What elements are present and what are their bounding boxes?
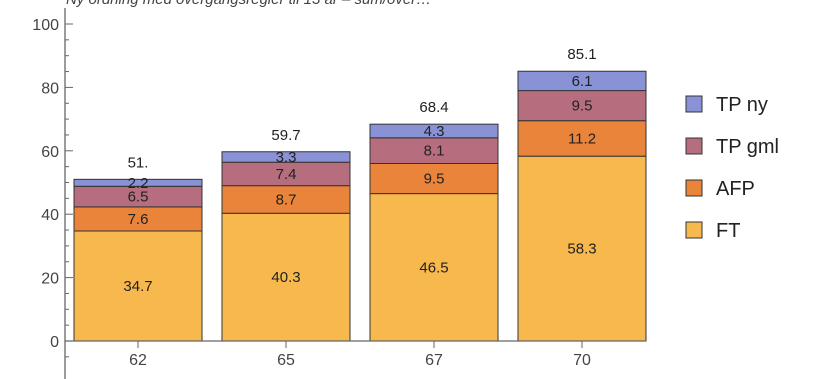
label-layer: 34.7 7.6 6.52.2 51. 40.3 8.7 7.43.3 59.7 46.5 9.5… [123,46,596,295]
segment-value-label: 40.3 [271,269,300,286]
legend-label: TP ny [716,94,768,116]
segment-value-label: 9.5 [572,98,593,115]
x-tick-label: 67 [425,352,443,369]
bar-segment-tp-gml [517,90,647,122]
segment-value-label: 2.2 [128,175,149,192]
bar-segment-afp [369,162,499,195]
bar-segment-tp-ny [73,178,203,187]
x-axis: 62 65 67 70 [65,340,646,369]
bar-segment-tp-ny [221,151,351,163]
legend-label: AFP [716,178,755,200]
x-tick-label: 62 [129,352,147,369]
bar-segment-ft [73,230,203,342]
legend: TP ny TP gml AFP FT [685,94,779,242]
segment-value-label: 34.7 [123,278,152,295]
segment-value-label: 9.5 [424,171,445,188]
bar-segment-tp-ny [369,123,499,139]
legend-swatch-tp-gml [685,137,703,155]
segment-value-label: 3.3 [276,149,297,166]
legend-label: FT [716,220,740,242]
segment-value-label: 11.2 [568,130,596,147]
segment-value-label: 6.1 [572,73,593,90]
legend-swatch-tp-ny [685,95,703,113]
y-tick-label: 100 [32,17,59,34]
bar-segment-ft [221,212,351,342]
y-tick-label: 40 [41,207,59,224]
total-value-label: 68.4 [419,99,448,116]
total-value-label: 85.1 [567,46,596,63]
bar-segment-ft [517,155,647,342]
legend-label: TP gml [716,136,779,158]
bar-segment-tp-ny [517,70,647,92]
segment-value-label: 8.1 [424,143,445,160]
segment-value-label: 6.5 [128,189,149,206]
y-axis: 0 20 40 60 80 100 [32,8,73,379]
bar-segment-ft [369,193,499,342]
y-tick-label: 20 [41,271,59,288]
segment-value-label: 8.7 [276,191,297,208]
x-tick-label: 70 [573,352,591,369]
segment-value-label: 46.5 [419,259,448,276]
y-tick-label: 60 [41,144,59,161]
x-tick-label: 65 [277,352,295,369]
total-value-label: 59.7 [271,127,300,144]
bar-segment-afp [73,206,203,232]
bar-segment-tp-gml [369,137,499,164]
bar-layer [73,70,647,342]
total-value-label: 51. [128,154,149,171]
chart-title: Ny ordning med overgangsregler til 13 år… [66,0,431,8]
y-tick-label: 0 [50,334,59,351]
legend-swatch-afp [685,179,703,197]
segment-value-label: 58.3 [567,241,596,258]
bar-segment-afp [517,120,647,157]
segment-value-label: 7.6 [128,211,149,228]
segment-value-label: 7.4 [276,166,297,183]
segment-value-label: 4.3 [424,123,445,140]
legend-swatch-ft [685,221,703,239]
y-tick-label: 80 [41,80,59,97]
